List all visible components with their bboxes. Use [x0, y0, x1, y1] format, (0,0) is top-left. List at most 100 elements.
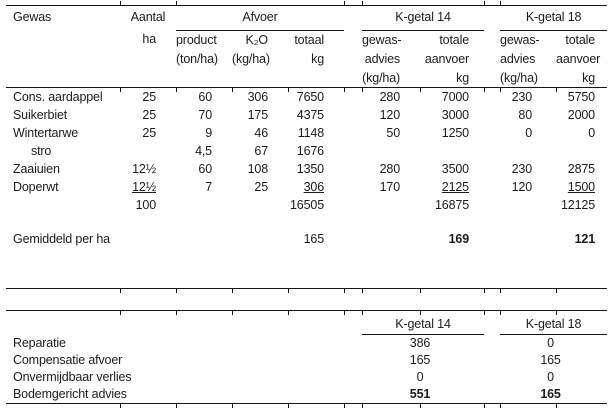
advice-table-row: Bodemgericht advies 551 165 — [6, 386, 607, 403]
cell-k18-gewasadvies: 0 — [525, 125, 532, 140]
cell-totaal-kg: 306 — [303, 179, 325, 194]
cell-k14-totale-aanvoer: 2125 — [441, 179, 469, 194]
header-k18-aanvoer-unit: kg — [582, 70, 596, 85]
average-totaal: 165 — [303, 231, 325, 246]
cell-totaal-kg: 1148 — [297, 125, 324, 140]
header-product-unit: (ton/ha) — [176, 51, 218, 66]
cell-aantal-ha: 25 — [142, 107, 156, 122]
cell-k18-value: 0 — [547, 336, 554, 350]
advice-table-row: Reparatie 386 0 — [6, 335, 607, 353]
advice-table: K-getal 14 K-getal 18 Reparatie 386 0 Co… — [6, 310, 608, 404]
header-k14-aanvoer-unit: kg — [456, 70, 470, 85]
crop-table-row: Doperwt 12½ 7 25 306 170 2125 120 1500 — [6, 178, 607, 196]
table2-bottom-rule — [6, 403, 607, 408]
cell-product: 70 — [198, 107, 212, 122]
row-label: Cons. aardappel — [13, 89, 103, 104]
header-k14-aanvoer: aanvoer — [424, 51, 470, 66]
row-label: Bodemgericht advies — [13, 387, 127, 401]
cell-k18-totale-aanvoer: 2000 — [567, 107, 595, 122]
row-label: Compensatie afvoer — [13, 353, 123, 367]
cell-product: 7 — [205, 179, 212, 194]
crop-table-body: Cons. aardappel 25 60 306 7650 280 7000 … — [6, 88, 607, 248]
cell-k14-value: 386 — [409, 336, 431, 350]
advice-table-header: K-getal 14 K-getal 18 — [6, 310, 608, 335]
header-k18-advies: advies — [500, 51, 536, 66]
header-product: product — [176, 32, 217, 47]
cell-k14-gewasadvies: 170 — [379, 179, 401, 194]
total-k14-aanvoer: 16875 — [434, 197, 469, 212]
advice-header-kgetal18: K-getal 18 — [500, 310, 608, 335]
header-k14-advies: advies — [364, 51, 401, 66]
cell-aantal-ha: 25 — [142, 89, 156, 104]
cell-k2o: 108 — [247, 161, 269, 176]
cell-k14-gewasadvies: 120 — [379, 107, 401, 122]
row-label: Wintertarwe — [13, 125, 79, 140]
cell-k18-totale-aanvoer — [556, 142, 607, 160]
header-k14-gewas: gewas- — [362, 32, 402, 47]
cell-k2o: 67 — [254, 143, 268, 158]
totals-row: 100 16505 16875 12125 — [6, 196, 607, 214]
cell-k2o: 306 — [247, 89, 269, 104]
cell-product: 9 — [205, 125, 212, 140]
group-header-afvoer: Afvoer — [176, 6, 345, 31]
cell-product: 4,5 — [195, 143, 212, 158]
cell-k18-value: 165 — [540, 387, 561, 401]
cell-k18-gewasadvies: 80 — [518, 107, 532, 122]
cell-k14-totale-aanvoer: 1250 — [441, 125, 469, 140]
cell-k2o: 25 — [254, 179, 268, 194]
average-row: Gemiddeld per ha 165 169 121 — [6, 230, 607, 248]
row-label: Reparatie — [13, 335, 66, 350]
advice-header-kgetal14: K-getal 14 — [362, 310, 485, 335]
advice-table-row: Compensatie afvoer 165 165 — [6, 352, 607, 369]
header-aantal: Aantal — [130, 10, 166, 24]
row-label: Zaaiuien — [13, 161, 60, 176]
header-k18-aanvoer: aanvoer — [556, 51, 601, 66]
cell-k14-gewasadvies: 280 — [379, 89, 401, 104]
cell-k18-totale-aanvoer: 0 — [588, 125, 595, 140]
cell-k2o: 175 — [247, 107, 269, 122]
advice-table-row: Onvermijdbaar verlies 0 0 — [6, 369, 607, 386]
cell-k18-totale-aanvoer: 2875 — [567, 161, 595, 176]
cell-k14-value: 551 — [409, 387, 431, 401]
cell-aantal-ha — [120, 142, 176, 160]
header-gewas: Gewas — [13, 10, 52, 24]
table1-bottom-rule — [6, 287, 607, 293]
cell-k14-totale-aanvoer: 3000 — [441, 107, 469, 122]
cell-k18-gewasadvies: 230 — [511, 89, 533, 104]
cell-aantal-ha: 25 — [142, 125, 156, 140]
average-k18-aanvoer: 121 — [574, 231, 596, 246]
header-k18-advies-unit: (kg/ha) — [500, 70, 538, 85]
cell-k18-gewasadvies: 230 — [511, 161, 533, 176]
cell-k18-value: 0 — [547, 370, 554, 384]
header-k14-advies-unit: (kg/ha) — [362, 70, 401, 85]
cell-k14-totale-aanvoer: 7000 — [441, 89, 469, 104]
cell-k18-value: 165 — [540, 353, 561, 367]
cell-k14-totale-aanvoer — [420, 142, 484, 160]
cell-aantal-ha: 12½ — [132, 161, 156, 176]
header-ha: ha — [142, 32, 156, 46]
total-k18-aanvoer: 12125 — [560, 197, 595, 212]
row-label: stro — [31, 143, 52, 158]
cell-product: 60 — [198, 89, 212, 104]
crop-table-row: stro 4,5 67 1676 — [6, 142, 607, 160]
average-k14-aanvoer: 169 — [448, 231, 470, 246]
table2-top-rule — [6, 309, 607, 315]
cell-k18-gewasadvies: 120 — [511, 179, 533, 194]
average-label: Gemiddeld per ha — [13, 231, 110, 246]
crop-table-row: Wintertarwe 25 9 46 1148 50 1250 0 0 — [6, 124, 607, 142]
cell-k2o: 46 — [254, 125, 268, 140]
crop-table-row: Zaaiuien 12½ 60 108 1350 280 3500 230 28… — [6, 160, 607, 178]
cell-k18-totale-aanvoer: 1500 — [567, 179, 595, 194]
table1-header-rule — [6, 86, 607, 92]
cell-totaal-kg: 1350 — [296, 161, 324, 176]
row-label: Doperwt — [13, 179, 59, 194]
header-totaal-unit: kg — [311, 51, 325, 66]
cell-k18-gewasadvies — [500, 142, 556, 160]
header-k18-gewas: gewas- — [500, 32, 540, 47]
crop-table-header: Gewas Aantal Afvoer K-getal 14 K-getal 1… — [6, 6, 608, 87]
cell-totaal-kg: 4375 — [296, 107, 324, 122]
header-k18-totale: totale — [565, 32, 596, 47]
cell-k14-gewasadvies: 280 — [379, 161, 401, 176]
cell-k14-value: 0 — [416, 370, 424, 384]
